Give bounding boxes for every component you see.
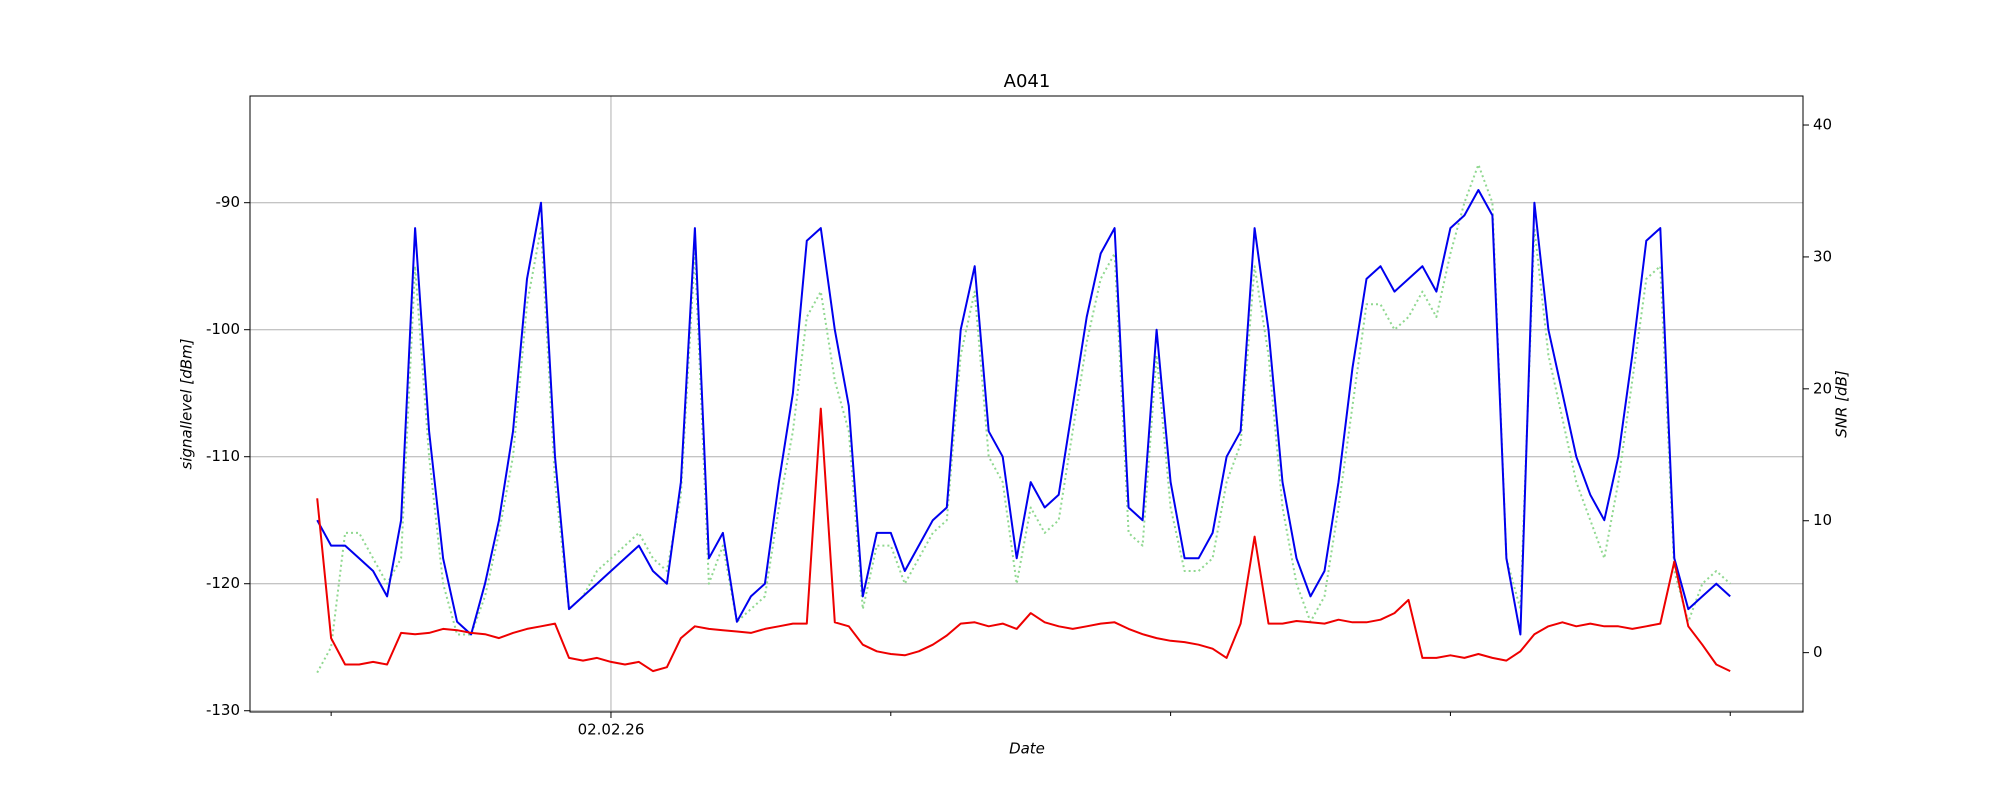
y-tick-label: -110	[206, 447, 240, 465]
data-line	[316, 163, 1731, 674]
y2-tick-label: 40	[1813, 116, 1832, 134]
plot-frame	[249, 95, 1804, 713]
y-tick-label: -130	[206, 701, 240, 719]
y2-axis-label: SNR [dB]	[1833, 370, 1851, 438]
y2-tick-label: 20	[1813, 379, 1832, 397]
y-tick-label: -100	[206, 320, 240, 338]
data-line	[316, 407, 1731, 673]
chart-title: A041	[1004, 71, 1051, 92]
y2-tick-label: 10	[1813, 511, 1832, 529]
y2-tick-label: 0	[1813, 643, 1823, 661]
y-tick-label: -120	[206, 574, 240, 592]
x-axis-label: Date	[1009, 740, 1045, 758]
x-tick-label: 02.02.26	[578, 721, 645, 739]
data-line	[316, 189, 1731, 636]
y-tick-label: -90	[216, 193, 241, 211]
y-axis-label: signallevel [dBm]	[178, 338, 196, 469]
y2-tick-label: 30	[1813, 247, 1832, 265]
